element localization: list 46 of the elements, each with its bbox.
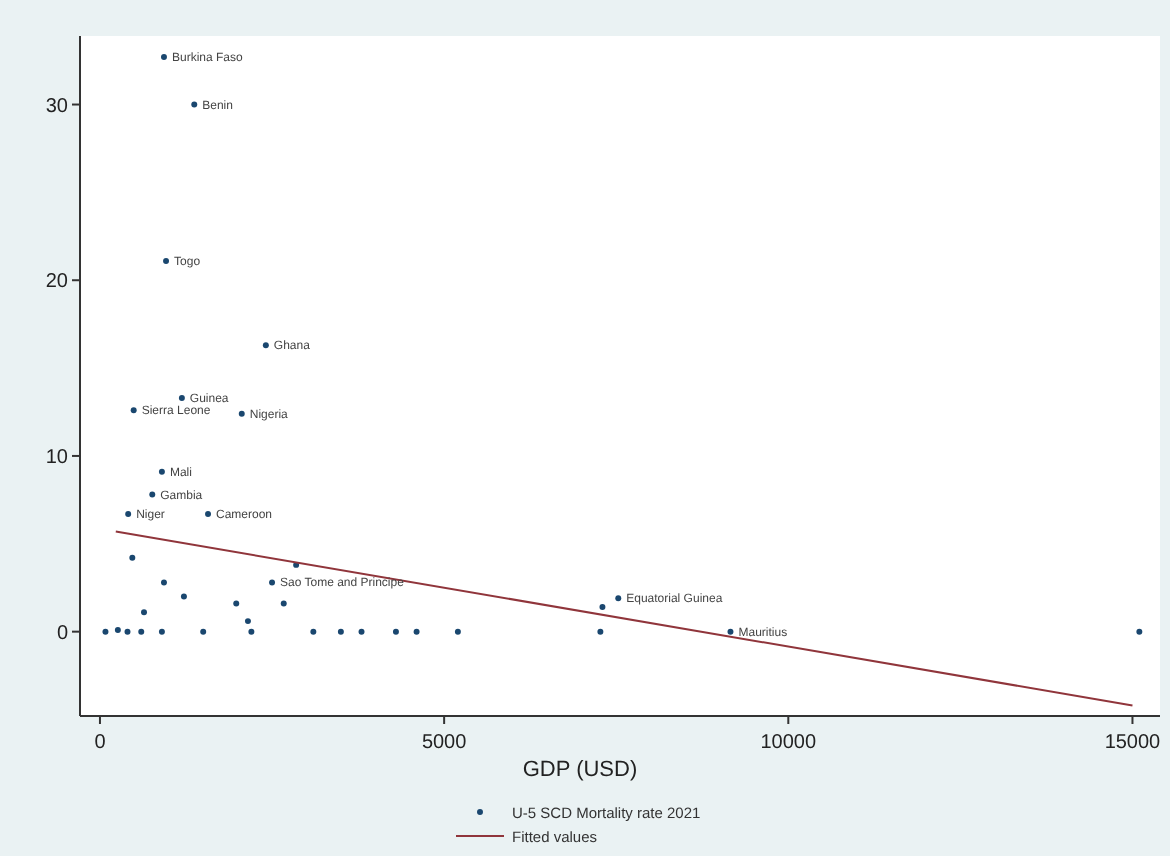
point (163, 257, 170, 264)
x-tick-label: 15000 (1104, 732, 1162, 754)
y-tick-label: 30 (45, 95, 69, 118)
point (358, 628, 365, 635)
point (149, 491, 156, 498)
point (262, 342, 269, 349)
point (244, 618, 251, 625)
point (124, 628, 131, 635)
point (160, 579, 167, 586)
point (280, 600, 287, 607)
point (191, 101, 198, 108)
point (180, 593, 187, 600)
point (114, 626, 121, 633)
point (102, 628, 109, 635)
point (205, 510, 212, 517)
point (392, 628, 399, 635)
point (1136, 628, 1143, 635)
point (248, 628, 255, 635)
x-tick-label: 10000 (760, 732, 817, 754)
y-tick-label: 0 (56, 622, 69, 645)
point (615, 595, 622, 602)
point (141, 609, 147, 616)
point (178, 394, 185, 401)
x-tick-label: 5000 (421, 732, 468, 754)
point (200, 628, 207, 635)
point (727, 628, 734, 635)
point (454, 628, 461, 635)
point (599, 604, 606, 611)
point (310, 628, 317, 635)
point (129, 554, 136, 561)
point (238, 410, 245, 417)
point (233, 600, 240, 607)
x-tick-label: 0 (94, 732, 107, 754)
point (597, 628, 604, 635)
y-tick-label: 20 (45, 271, 69, 294)
point (269, 579, 276, 586)
point (125, 510, 132, 517)
point (158, 468, 165, 475)
point (160, 54, 167, 61)
point (337, 628, 344, 635)
point (130, 407, 137, 414)
point (413, 628, 420, 635)
x-axis-title: GDP (USD) (522, 758, 638, 782)
y-tick-label: 10 (45, 446, 69, 469)
point (158, 628, 165, 635)
point (138, 628, 145, 635)
